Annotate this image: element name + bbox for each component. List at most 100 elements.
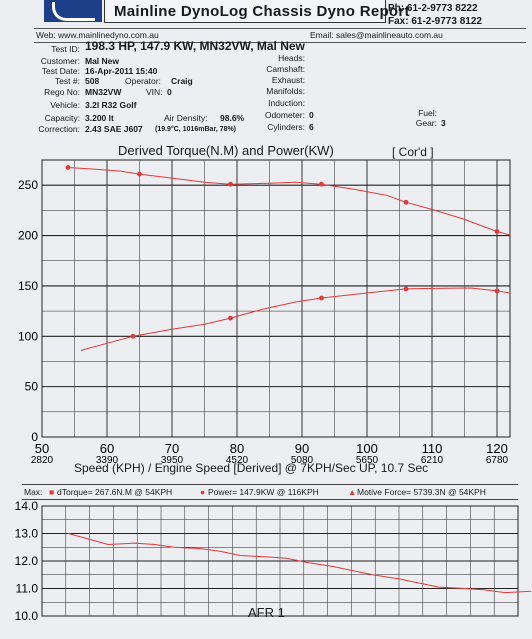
afr-y-tick-label: 12.0 — [15, 554, 39, 568]
main-chart-grid: 5028206033907039508045209050801005650110… — [18, 159, 511, 466]
afr-y-tick-label: 13.0 — [15, 527, 39, 541]
max-label: Max: — [24, 487, 43, 497]
afr-chart-title: AFR 1 — [248, 605, 285, 620]
y-tick-label: 100 — [18, 329, 38, 343]
torque-marker-icon: ■ — [49, 487, 55, 497]
x-tick-label: 60 — [100, 441, 114, 456]
max-power: Power= 147.9KW @ 116KPH — [208, 487, 319, 497]
contact-block: Ph: 61-2-9773 8222 Fax: 61-2-9773 8122 — [388, 2, 482, 28]
x-tick-label: 100 — [356, 441, 378, 456]
test-number-label: Test #: — [54, 76, 80, 86]
test-date-value: 16-Apr-2011 15:40 — [85, 66, 158, 76]
x-tick-label: 110 — [422, 441, 443, 456]
afr-y-tick-label: 11.0 — [16, 582, 39, 596]
test-id-label: Test ID: — [51, 44, 80, 54]
phone-number: Ph: 61-2-9773 8222 — [388, 3, 478, 14]
operator-label: Operator: — [125, 76, 161, 86]
max-torque: dTorque= 267.6N.M @ 54KPH — [57, 487, 173, 497]
air-density-value: 98.6% — [220, 113, 245, 123]
gear-value: 3 — [441, 118, 446, 128]
chart-title: Derived Torque(N.M) and Power(KW) — [118, 143, 334, 158]
cylinders-value: 6 — [309, 122, 314, 132]
vehicle-value: 3.2l R32 Golf — [85, 100, 137, 110]
manifolds-label: Manifolds: — [266, 86, 305, 96]
y-tick-label: 250 — [18, 178, 38, 192]
main-chart-marks — [65, 165, 510, 351]
exhaust-label: Exhaust: — [271, 75, 305, 85]
y-tick-label: 200 — [18, 229, 38, 243]
torque-point — [319, 181, 324, 187]
afr-y-tick-label: 10.0 — [15, 609, 39, 623]
corrected-annotation: [ Cor'd ] — [392, 145, 434, 159]
conditions-value: (19.9°C, 1016mBar, 78%) — [155, 126, 237, 133]
power-point — [228, 315, 233, 321]
y-tick-label: 150 — [18, 279, 38, 293]
rpm-tick-label: 5080 — [291, 455, 314, 466]
power-line — [80, 287, 510, 351]
x-axis-label: Speed (KPH) / Engine Speed [Derived] @ 7… — [74, 461, 429, 475]
rego-value: MN32VW — [85, 87, 122, 97]
torque-point — [65, 165, 71, 170]
report-header: Mainline DynoLog Chassis Dyno Report Ph:… — [0, 0, 532, 28]
test-id: 198.3 HP, 147.9 KW, MN32VW, Mal New — [85, 39, 305, 53]
fax-number: Fax: 61-2-9773 8122 — [388, 16, 482, 27]
vehicle-label: Vehicle: — [50, 100, 80, 110]
rpm-tick-label: 3390 — [96, 455, 119, 466]
afr-line — [68, 533, 532, 594]
y-tick-label: 0 — [31, 430, 38, 444]
test-date-label: Test Date: — [41, 66, 80, 76]
plot-frame — [41, 159, 511, 438]
x-tick-label: 80 — [230, 441, 244, 456]
power-point — [494, 288, 500, 294]
email-link[interactable]: Email: sales@mainlineauto.com.au — [310, 30, 443, 40]
torque-point — [403, 199, 409, 205]
title-frame — [104, 0, 386, 23]
rpm-tick-label: 4520 — [226, 455, 249, 466]
customer-value: Mal New — [85, 56, 120, 66]
test-number-value: 508 — [85, 76, 100, 86]
gear-label: Gear: — [415, 118, 437, 128]
rpm-tick-label: 6210 — [421, 455, 444, 466]
afr-chart-grid: 10.0 11.0 12.0 13.0 14.0 — [15, 499, 519, 623]
correction-label: Correction: — [38, 124, 80, 134]
rpm-tick-label: 3950 — [161, 455, 184, 466]
afr-chart-marks — [68, 533, 532, 594]
vin-label: VIN: — [146, 87, 163, 97]
correction-value: 2.43 SAE J607 — [85, 124, 143, 134]
torque-point — [494, 229, 500, 234]
rego-label: Rego No: — [44, 87, 80, 97]
x-tick-label: 90 — [295, 441, 309, 456]
x-tick-label: 70 — [165, 441, 179, 456]
torque-point — [228, 181, 233, 187]
induction-label: Induction: — [268, 98, 305, 108]
website-link[interactable]: Web: www.mainlinedyno.com.au — [36, 30, 159, 40]
web-row: Web: www.mainlinedyno.com.au Email: sale… — [34, 28, 526, 43]
heads-label: Heads: — [278, 53, 305, 63]
logo-swoosh-icon — [52, 2, 95, 21]
torque-line — [67, 167, 510, 236]
y-tick-label: 50 — [25, 380, 39, 394]
max-force: Motive Force= 5739.3N @ 54KPH — [357, 487, 486, 497]
power-point — [130, 333, 136, 339]
fuel-label: Fuel: — [418, 108, 437, 118]
power-point — [403, 286, 409, 292]
rpm-tick-label: 2820 — [31, 455, 54, 466]
torque-point — [137, 171, 142, 177]
vin-value: 0 — [167, 87, 172, 97]
capacity-label: Capacity: — [44, 113, 80, 123]
odometer-value: 0 — [309, 110, 314, 120]
rpm-tick-label: 6780 — [486, 455, 509, 466]
power-point — [319, 295, 324, 301]
x-tick-label: 120 — [486, 441, 508, 456]
force-marker-icon: ▲ — [348, 487, 357, 497]
camshaft-label: Camshaft: — [266, 64, 305, 74]
air-density-label: Air Density: — [164, 113, 208, 123]
power-marker-icon: ● — [200, 487, 206, 497]
capacity-value: 3.200 lt — [85, 113, 114, 123]
report-title: Mainline DynoLog Chassis Dyno Report — [114, 3, 410, 20]
customer-label: Customer: — [40, 56, 80, 66]
rpm-tick-label: 5650 — [356, 455, 379, 466]
afr-y-tick-label: 14.0 — [15, 499, 39, 513]
